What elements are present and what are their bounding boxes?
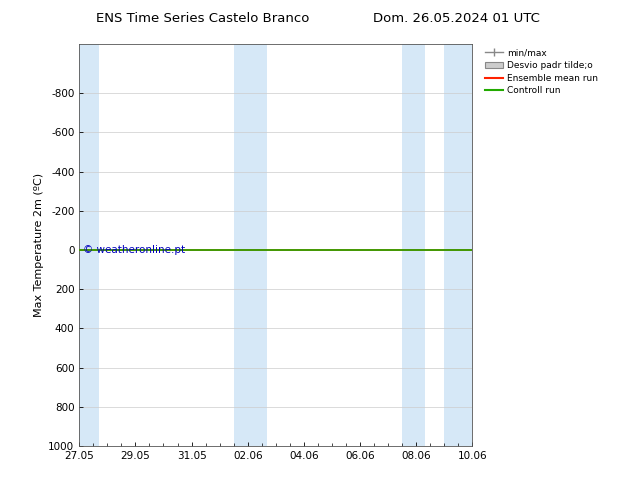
Legend: min/max, Desvio padr tilde;o, Ensemble mean run, Controll run: min/max, Desvio padr tilde;o, Ensemble m…: [485, 49, 598, 96]
Bar: [402, 44, 425, 446]
Bar: [444, 44, 472, 446]
Text: Dom. 26.05.2024 01 UTC: Dom. 26.05.2024 01 UTC: [373, 12, 540, 25]
Text: © weatheronline.pt: © weatheronline.pt: [83, 245, 185, 255]
Bar: [79, 44, 99, 446]
Text: ENS Time Series Castelo Branco: ENS Time Series Castelo Branco: [96, 12, 309, 25]
Y-axis label: Max Temperature 2m (ºC): Max Temperature 2m (ºC): [34, 173, 44, 317]
Bar: [234, 44, 268, 446]
